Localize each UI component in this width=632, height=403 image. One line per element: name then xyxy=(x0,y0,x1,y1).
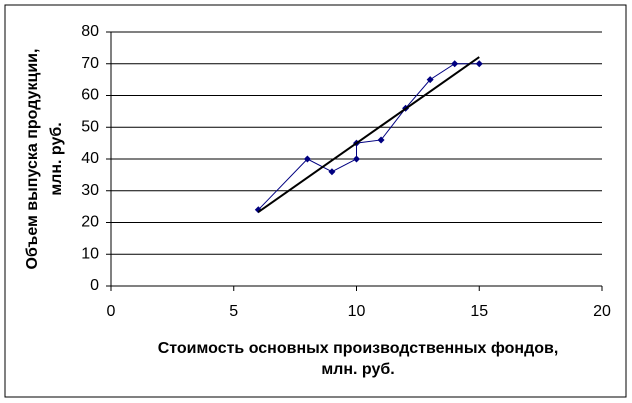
x-axis-title: млн. руб. xyxy=(321,361,394,378)
x-tick-label: 20 xyxy=(593,303,611,320)
x-axis-title: Стоимость основных производственных фонд… xyxy=(158,340,559,357)
point xyxy=(475,60,483,68)
y-axis-title: Объем выпуска продукции, xyxy=(24,49,41,270)
y-tick-label: 0 xyxy=(90,277,99,294)
point xyxy=(426,76,434,84)
trend-line xyxy=(257,56,480,213)
x-tick-label: 0 xyxy=(107,303,116,320)
x-tick-label: 10 xyxy=(348,303,366,320)
data-line xyxy=(257,63,480,211)
y-tick-label: 40 xyxy=(81,150,99,167)
y-tick-label: 30 xyxy=(81,182,99,199)
x-tick-label: 5 xyxy=(229,303,238,320)
y-tick-label: 70 xyxy=(81,55,99,72)
chart-border xyxy=(4,4,627,398)
point xyxy=(451,60,459,68)
point xyxy=(377,136,385,144)
y-tick-label: 20 xyxy=(81,214,99,231)
y-tick-label: 80 xyxy=(81,23,99,40)
y-tick-label: 60 xyxy=(81,87,99,104)
point xyxy=(303,155,311,163)
y-axis-title: млн. руб. xyxy=(48,122,65,195)
x-tick-label: 15 xyxy=(470,303,488,320)
y-tick-label: 10 xyxy=(81,245,99,262)
y-tick-label: 50 xyxy=(81,118,99,135)
point xyxy=(328,168,336,176)
point xyxy=(353,155,360,163)
